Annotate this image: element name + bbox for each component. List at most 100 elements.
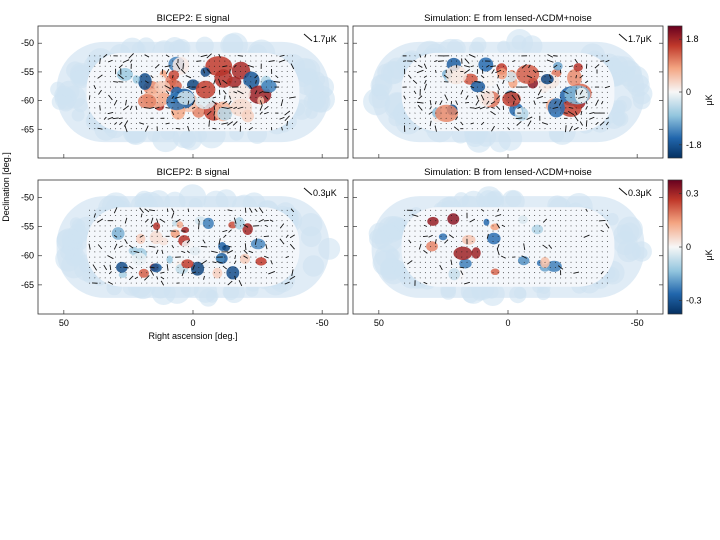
polarization-vector <box>167 251 169 253</box>
signal-blob <box>490 268 500 276</box>
polarization-vector <box>281 230 283 232</box>
polarization-vector <box>129 105 133 111</box>
polarization-vector <box>453 126 460 131</box>
polarization-vector <box>208 235 210 237</box>
polarization-vector <box>180 69 186 74</box>
footprint-blob <box>295 58 321 84</box>
polarization-vector <box>291 91 293 93</box>
polarization-vector <box>279 116 285 120</box>
polarization-vector <box>456 86 458 88</box>
polarization-vector <box>286 86 288 88</box>
polarization-vector <box>89 240 91 243</box>
polarization-vector <box>476 122 478 125</box>
polarization-vector <box>122 105 130 111</box>
polarization-vector <box>208 60 210 62</box>
polarization-vector <box>539 225 541 227</box>
polarization-vector <box>409 214 411 217</box>
polarization-vector <box>249 85 253 90</box>
x-axis-label: Right ascension [deg.] <box>148 331 237 341</box>
y-tick-label: -50 <box>21 38 34 48</box>
polarization-vector <box>271 122 273 125</box>
polarization-vector <box>223 90 227 95</box>
polarization-vector <box>174 96 182 99</box>
polarization-vector <box>418 243 422 250</box>
polarization-vector <box>601 240 603 243</box>
polarization-vector <box>165 54 170 58</box>
polarization-vector <box>424 240 426 243</box>
polarization-vector <box>575 277 577 279</box>
polarization-vector <box>222 65 228 68</box>
signal-blob <box>128 246 139 255</box>
polarization-vector <box>547 54 554 58</box>
polarization-vector <box>109 214 111 217</box>
polarization-vector <box>515 117 523 120</box>
signal-blob <box>553 61 563 71</box>
signal-blob <box>181 259 194 269</box>
polarization-vector <box>586 128 588 130</box>
polarization-vector <box>108 271 112 275</box>
signal-blob <box>531 224 544 235</box>
signal-blob <box>487 232 501 245</box>
polarization-vector <box>409 282 411 284</box>
polarization-vector <box>409 272 411 274</box>
polarization-vector <box>130 81 132 83</box>
polarization-vector <box>474 106 481 110</box>
polarization-vector <box>480 91 485 94</box>
polarization-vector <box>558 99 563 106</box>
polarization-vector <box>439 264 443 271</box>
polarization-vector <box>161 65 163 67</box>
polarization-vector <box>560 209 562 211</box>
polarization-vector <box>254 238 258 245</box>
polarization-vector <box>89 261 91 263</box>
scale-label: 0.3μK <box>313 188 337 198</box>
polarization-vector <box>523 214 525 217</box>
polarization-vector <box>203 96 205 99</box>
signal-blob <box>567 69 582 87</box>
polarization-vector <box>565 256 567 258</box>
polarization-vector <box>595 121 599 126</box>
polarization-vector <box>502 214 504 217</box>
polarization-vector <box>508 60 510 62</box>
polarization-vector <box>586 112 588 114</box>
polarization-vector <box>407 74 412 79</box>
polarization-vector <box>187 272 189 274</box>
polarization-vector <box>589 116 595 120</box>
signal-blob <box>168 70 180 81</box>
y-tick-label: -60 <box>21 251 34 261</box>
polarization-vector <box>455 100 458 106</box>
polarization-vector <box>414 70 416 73</box>
polarization-vector <box>534 55 536 57</box>
footprint-blob <box>215 189 237 211</box>
polarization-vector <box>265 214 267 217</box>
polarization-vector <box>471 266 473 269</box>
polarization-vector <box>125 96 127 99</box>
polarization-vector <box>248 127 253 131</box>
polarization-vector <box>465 101 469 104</box>
polarization-vector <box>528 107 530 109</box>
polarization-vector <box>255 80 257 84</box>
polarization-vector <box>265 272 267 274</box>
polarization-vector <box>589 111 595 115</box>
polarization-vector <box>445 261 447 263</box>
polarization-vector <box>512 100 515 105</box>
polarization-vector <box>539 76 541 78</box>
polarization-vector <box>560 122 562 125</box>
polarization-vector <box>554 122 556 125</box>
polarization-vector <box>496 244 500 250</box>
polarization-vector <box>450 107 452 109</box>
polarization-vector <box>227 209 233 212</box>
polarization-vector <box>414 55 416 57</box>
scale-vector <box>303 33 313 42</box>
polarization-vector <box>229 76 231 78</box>
signal-blob <box>241 109 255 123</box>
polarization-vector <box>444 239 449 244</box>
polarization-vector <box>98 89 102 95</box>
scale-annotation: 0.3μK <box>303 187 337 198</box>
polarization-vector <box>285 256 289 259</box>
polarization-vector <box>486 64 490 68</box>
polarization-vector <box>435 96 437 99</box>
polarization-vector <box>182 60 184 62</box>
signal-blob <box>426 241 438 252</box>
polarization-vector <box>430 209 432 211</box>
polarization-vector <box>291 76 293 78</box>
